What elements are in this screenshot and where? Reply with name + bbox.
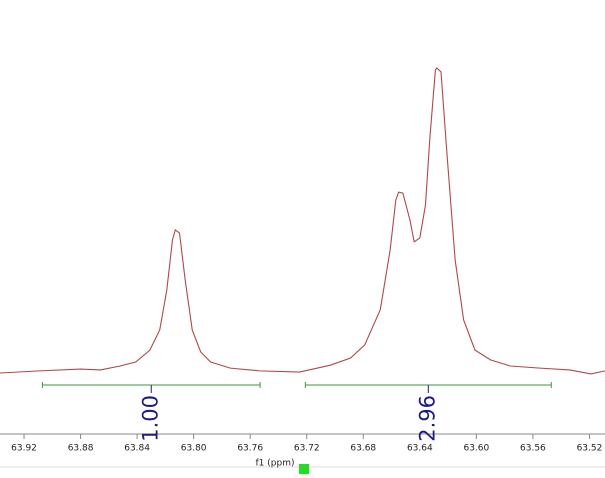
spectrum-line (0, 67, 605, 375)
x-tick-label: 63.72 (294, 444, 320, 454)
x-tick-label: 63.60 (463, 444, 489, 454)
x-tick-label: 63.52 (577, 444, 603, 454)
x-tick-label: 63.80 (181, 444, 207, 454)
integral-label: 2.96 (415, 395, 439, 442)
x-tick-label: 63.76 (237, 444, 263, 454)
x-tick-label: 63.84 (124, 444, 150, 454)
x-tick-label: 63.92 (11, 444, 37, 454)
integral-label: 1.00 (138, 395, 162, 442)
x-tick-label: 63.64 (407, 444, 433, 454)
x-tick-label: 63.88 (68, 444, 94, 454)
x-axis-label: f1 (ppm) (256, 459, 295, 469)
status-indicator (299, 464, 309, 474)
x-tick-label: 63.56 (520, 444, 546, 454)
x-tick-label: 63.68 (350, 444, 376, 454)
